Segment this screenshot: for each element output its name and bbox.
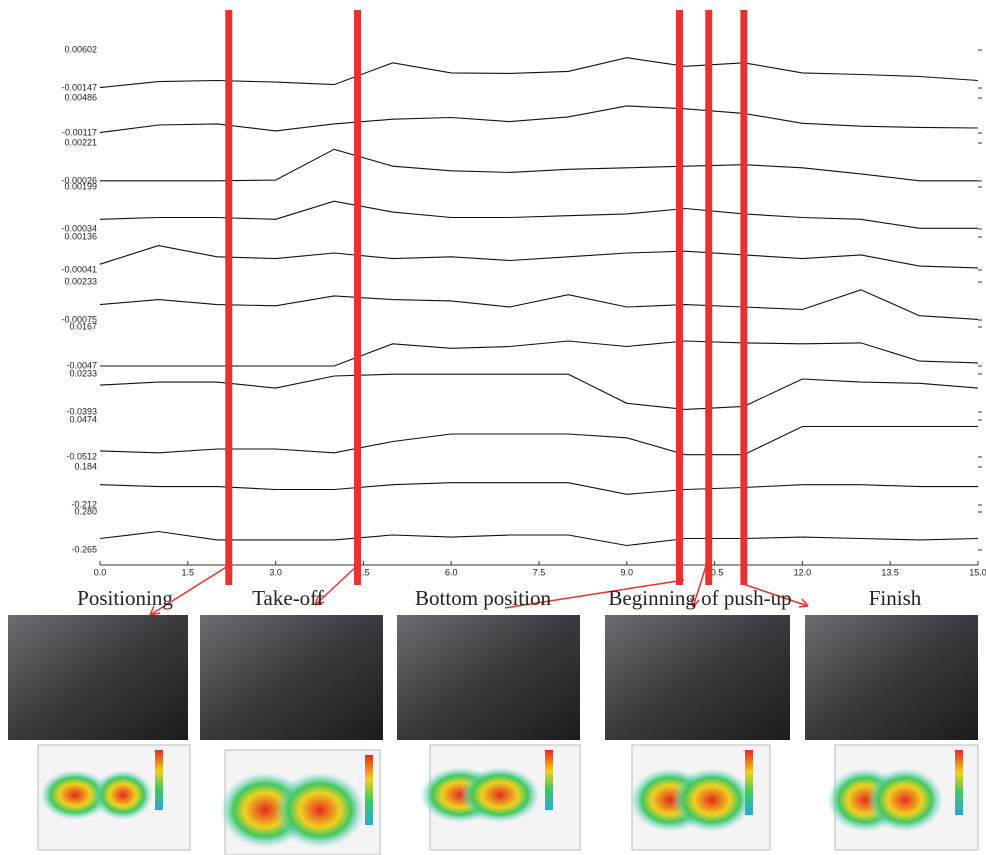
y-tick-label: -0.00117	[62, 127, 97, 137]
pressure-map	[220, 749, 381, 855]
x-tick-label: 7.5	[533, 567, 546, 577]
phase-label: Beginning of push-up	[608, 586, 791, 610]
photo	[200, 615, 383, 740]
event-marker	[740, 10, 748, 585]
x-tick-label: 12.0	[794, 567, 812, 577]
y-tick-label: -0.0047	[66, 360, 97, 370]
x-tick-label: 3.0	[269, 567, 282, 577]
trace	[99, 57, 979, 89]
trace	[99, 200, 978, 229]
y-tick-label: 0.0233	[69, 368, 97, 378]
phase-label: Positioning	[77, 586, 173, 610]
y-tick-label: 0.00221	[64, 137, 97, 147]
phase-label: Finish	[869, 586, 922, 610]
x-tick-label: 6.0	[445, 567, 458, 577]
pressure-maps	[37, 744, 979, 855]
arrows	[149, 565, 809, 616]
event-marker	[354, 10, 362, 585]
x-tick-label: 9.0	[621, 567, 634, 577]
x-tick-label: 4.5	[357, 567, 370, 577]
y-tick-label: -0.00147	[61, 82, 97, 92]
event-marker	[675, 10, 683, 585]
event-marker	[225, 10, 233, 585]
y-tick-label: 0.00199	[64, 181, 97, 191]
x-tick-label: 15.0	[969, 567, 986, 577]
photo	[397, 615, 580, 740]
y-tick-label: 0.0474	[69, 414, 97, 424]
arrow	[149, 565, 229, 616]
y-tick-label: 0.184	[74, 461, 97, 471]
y-tick-label: -0.00041	[61, 264, 97, 274]
pressure-map	[630, 744, 771, 851]
y-tick-label: -0.00034	[61, 223, 97, 233]
y-tick-label: -0.265	[71, 544, 97, 554]
y-tick-label: 0.0167	[69, 321, 97, 331]
pressure-map	[827, 744, 979, 851]
phase-label: Take-off	[252, 586, 324, 610]
x-tick-label: 1.5	[182, 567, 195, 577]
event-marker	[705, 10, 713, 585]
y-tick-label: -0.00075	[61, 314, 97, 324]
arrow	[690, 565, 707, 608]
photo	[605, 615, 790, 740]
arrow	[314, 565, 358, 606]
y-tick-label: 0.00136	[64, 231, 97, 241]
trace	[100, 148, 978, 182]
photo	[8, 615, 188, 740]
arrow	[504, 579, 685, 609]
y-tick-label: 0.280	[74, 506, 97, 516]
y-tick-label: 0.00602	[64, 44, 97, 54]
trace	[99, 105, 979, 134]
arrow	[742, 583, 809, 608]
y-tick-label: -0.00026	[61, 175, 97, 185]
trace	[99, 245, 979, 269]
photo	[805, 615, 978, 740]
emg-plot: -0.001470.00602-0.001170.00486-0.000260.…	[61, 10, 986, 585]
y-tick-label: -0.0393	[66, 406, 97, 416]
y-tick-label: -0.0512	[66, 451, 97, 461]
x-tick-label: 13.5	[881, 567, 899, 577]
pressure-map	[37, 744, 191, 851]
photos	[8, 615, 978, 740]
trace	[99, 373, 979, 410]
trace	[99, 530, 979, 547]
x-tick-label: 10.5	[706, 567, 724, 577]
trace	[99, 425, 978, 456]
y-tick-label: 0.00233	[64, 276, 97, 286]
trace	[100, 340, 979, 367]
trace	[99, 289, 979, 320]
x-tick-label: 0.0	[94, 567, 107, 577]
y-tick-label: 0.00486	[64, 92, 97, 102]
phase-label: Bottom position	[415, 586, 551, 610]
trace	[99, 482, 978, 495]
pressure-map	[420, 744, 581, 851]
phase-labels: Positioning Take-off Bottom position Beginn…	[77, 586, 922, 610]
y-tick-label: -0.212	[71, 499, 97, 509]
